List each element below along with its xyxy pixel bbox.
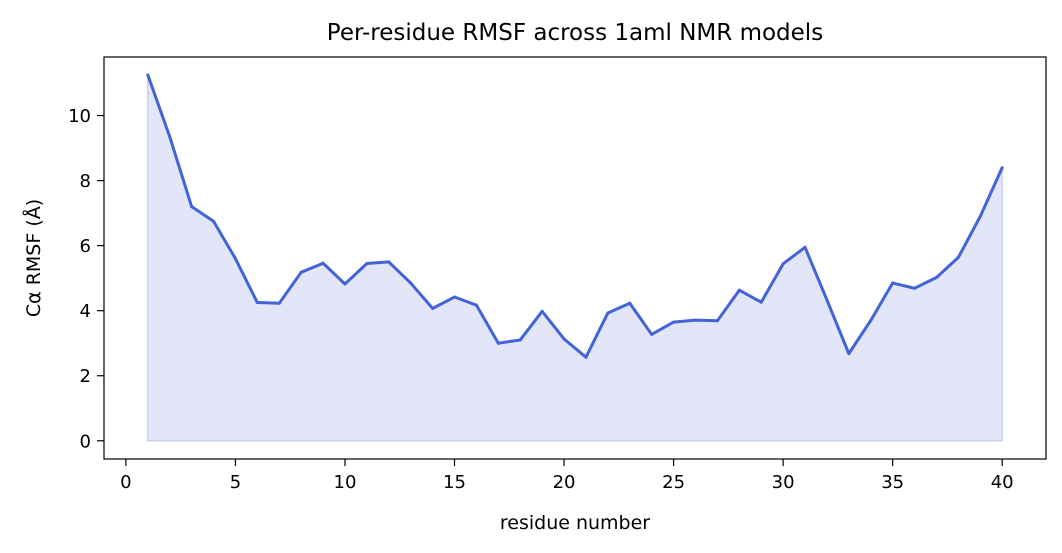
data-point-residue-1 <box>146 73 150 77</box>
series-line <box>146 74 1004 359</box>
data-point-residue-17 <box>496 341 500 345</box>
y-tick-label: 10 <box>68 106 91 127</box>
data-point-residue-37 <box>934 276 938 280</box>
data-point-residue-3 <box>190 205 194 209</box>
data-point-residue-23 <box>628 301 632 305</box>
x-tick-label: 15 <box>443 472 466 493</box>
data-point-residue-6 <box>255 301 259 305</box>
data-point-residue-34 <box>869 318 873 322</box>
y-axis-ticks: 0 2 4 6 8 10 <box>68 106 104 452</box>
y-tick-label: 0 <box>80 431 91 452</box>
data-point-residue-38 <box>956 255 960 259</box>
data-point-residue-8 <box>299 270 303 274</box>
data-point-residue-35 <box>891 281 895 285</box>
x-tick-label: 20 <box>553 472 576 493</box>
data-point-residue-2 <box>168 135 172 139</box>
data-point-residue-32 <box>825 298 829 302</box>
x-tick-label: 40 <box>991 472 1014 493</box>
x-tick-label: 35 <box>881 472 904 493</box>
x-axis-label: residue number <box>500 512 650 534</box>
y-axis-label: Cα RMSF (Å) <box>22 199 45 317</box>
data-point-residue-39 <box>978 214 982 218</box>
x-tick-label: 25 <box>662 472 685 493</box>
data-point-residue-21 <box>584 355 588 359</box>
x-tick-label: 0 <box>120 472 131 493</box>
y-tick-label: 6 <box>80 236 91 257</box>
data-points <box>146 73 1004 359</box>
y-tick-label: 8 <box>80 171 91 192</box>
data-point-residue-19 <box>540 309 544 313</box>
x-tick-label: 5 <box>230 472 241 493</box>
data-point-residue-12 <box>387 260 391 264</box>
data-point-residue-16 <box>474 303 478 307</box>
data-point-residue-36 <box>913 286 917 290</box>
y-tick-label: 4 <box>80 301 91 322</box>
data-point-residue-24 <box>650 332 654 336</box>
data-point-residue-40 <box>1000 166 1004 170</box>
data-point-residue-28 <box>737 288 741 292</box>
x-axis-ticks: 0 5 10 15 20 25 30 35 40 <box>120 459 1014 493</box>
data-point-residue-26 <box>693 318 697 322</box>
data-point-residue-13 <box>409 281 413 285</box>
data-point-residue-7 <box>277 301 281 305</box>
data-point-residue-18 <box>518 338 522 342</box>
data-point-residue-14 <box>431 306 435 310</box>
data-point-residue-27 <box>715 319 719 323</box>
data-point-residue-5 <box>233 257 237 261</box>
chart-title: Per-residue RMSF across 1aml NMR models <box>327 20 823 46</box>
x-tick-label: 10 <box>334 472 357 493</box>
data-point-residue-30 <box>781 262 785 266</box>
data-point-residue-29 <box>759 300 763 304</box>
data-point-residue-20 <box>562 337 566 341</box>
data-point-residue-15 <box>453 295 457 299</box>
data-point-residue-25 <box>672 320 676 324</box>
data-point-residue-11 <box>365 262 369 266</box>
data-point-residue-31 <box>803 245 807 249</box>
data-point-residue-22 <box>606 311 610 315</box>
plot-frame <box>103 56 1047 460</box>
x-tick-label: 30 <box>772 472 795 493</box>
data-point-residue-9 <box>321 261 325 265</box>
data-point-residue-4 <box>212 219 216 223</box>
data-point-residue-10 <box>343 282 347 286</box>
data-point-residue-33 <box>847 352 851 356</box>
y-tick-label: 2 <box>80 366 91 387</box>
